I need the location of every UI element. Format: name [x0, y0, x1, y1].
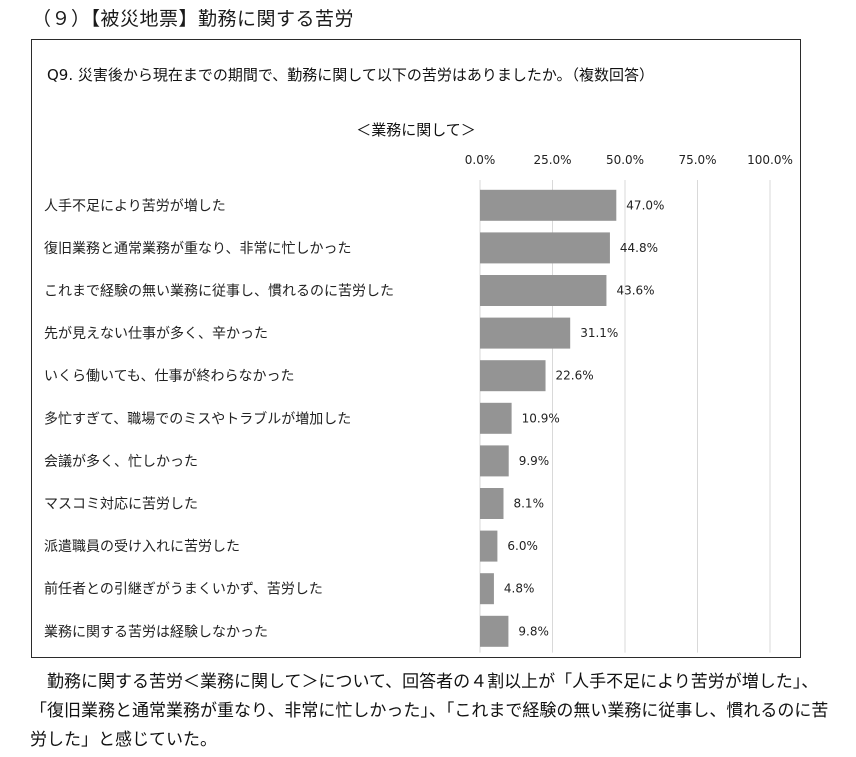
data-label: 31.1%: [580, 326, 618, 340]
bar: [480, 573, 494, 605]
x-tick-label: 0.0%: [465, 153, 496, 167]
x-tick-label: 50.0%: [606, 153, 644, 167]
x-tick-label: 75.0%: [678, 153, 716, 167]
category-label: 人手不足により苦労が増した: [44, 198, 226, 214]
data-label: 4.8%: [504, 582, 535, 596]
bar: [480, 402, 512, 434]
category-label: 業務に関する苦労は経験しなかった: [44, 624, 268, 640]
chart-frame: Q9. 災害後から現在までの期間で、勤務に関して以下の苦労はありましたか。（複数…: [31, 39, 801, 658]
data-label: 10.9%: [522, 411, 560, 425]
bar: [480, 317, 571, 349]
bar: [480, 615, 509, 647]
x-tick-label: 25.0%: [533, 153, 571, 167]
caption: 勤務に関する苦労＜業務に関して＞について、回答者の４割以上が「人手不足により苦労…: [30, 668, 830, 755]
data-label: 44.8%: [620, 241, 658, 255]
data-label: 22.6%: [556, 369, 594, 383]
data-label: 9.9%: [519, 454, 550, 468]
chart-title: ＜業務に関して＞: [356, 121, 476, 139]
category-label: 会議が多く、忙しかった: [44, 453, 198, 470]
bar: [480, 189, 617, 221]
data-label: 8.1%: [513, 497, 544, 511]
bar: [480, 530, 498, 562]
data-label: 47.0%: [626, 198, 664, 212]
bar: [480, 445, 509, 477]
category-label: 先が見えない仕事が多く、辛かった: [44, 325, 268, 342]
data-label: 6.0%: [507, 539, 538, 553]
bar-chart: 0.0% 25.0% 50.0% 75.0% 100.0% 人手不足により苦労が増した 47…: [44, 153, 793, 653]
category-label: これまで経験の無い業務に従事し、慣れるのに苦労した: [44, 283, 394, 300]
category-label: 復旧業務と通常業務が重なり、非常に忙しかった: [44, 240, 351, 257]
question-text: Q9. 災害後から現在までの期間で、勤務に関して以下の苦労はありましたか。（複数…: [47, 66, 655, 84]
category-label: 派遣職員の受け入れに苦労した: [44, 539, 240, 555]
category-label: いくら働いても、仕事が終わらなかった: [44, 369, 294, 385]
caption-text: 勤務に関する苦労＜業務に関して＞について、回答者の４割以上が「人手不足により苦労…: [30, 672, 829, 750]
bar: [480, 488, 504, 519]
bar: [480, 360, 546, 392]
bar: [480, 232, 610, 264]
category-label: 多忙すぎて、職場でのミスやトラブルが増加した: [44, 410, 351, 427]
category-label: 前任者との引継ぎがうまくいかず、苦労した: [44, 581, 323, 598]
x-tick-label: 100.0%: [747, 153, 793, 167]
category-label: マスコミ対応に苦労した: [44, 497, 198, 513]
section-heading: （９）【被災地票】勤務に関する苦労: [32, 8, 355, 30]
bar: [480, 275, 607, 306]
data-label: 43.6%: [616, 284, 654, 298]
data-label: 9.8%: [518, 624, 549, 638]
